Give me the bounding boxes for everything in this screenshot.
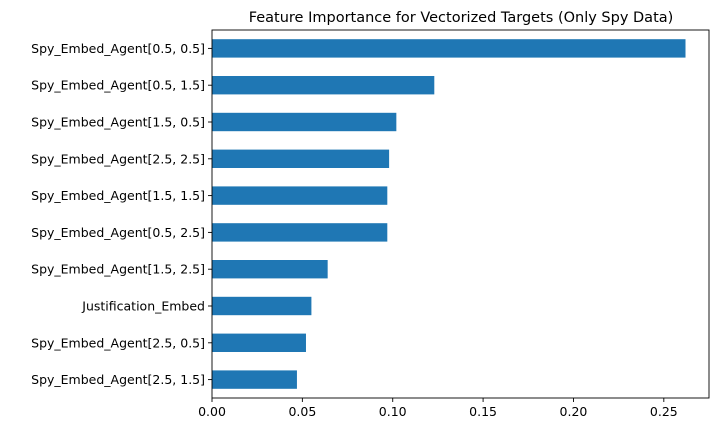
x-tick-label: 0.10: [379, 404, 407, 419]
plot-frame: [211, 29, 710, 399]
x-tick-label: 0.00: [198, 404, 226, 419]
y-tick-label: Spy_Embed_Agent[0.5, 1.5]: [31, 78, 205, 93]
chart-title: Feature Importance for Vectorized Target…: [249, 10, 674, 26]
x-tick-label: 0.15: [469, 404, 497, 419]
y-tick-label: Spy_Embed_Agent[1.5, 2.5]: [31, 262, 205, 277]
bar: [212, 333, 306, 352]
y-tick-label: Spy_Embed_Agent[0.5, 0.5]: [31, 41, 205, 56]
bar: [212, 296, 312, 316]
y-tick-label: Spy_Embed_Agent[1.5, 0.5]: [31, 115, 205, 130]
bar: [212, 260, 328, 279]
bar: [212, 186, 388, 205]
y-tick-label: Spy_Embed_Agent[1.5, 1.5]: [31, 188, 205, 203]
y-tick-label: Spy_Embed_Agent[0.5, 2.5]: [31, 225, 205, 240]
bar: [212, 76, 435, 95]
bar: [212, 223, 388, 242]
y-tick-label: Justification_Embed: [81, 299, 205, 314]
bar: [212, 149, 390, 168]
bar: [212, 112, 397, 132]
y-tick-label: Spy_Embed_Agent[2.5, 2.5]: [31, 151, 205, 166]
y-tick-labels: Spy_Embed_Agent[0.5, 0.5] Spy_Embed_Agent…: [31, 41, 212, 387]
y-tick-label: Spy_Embed_Agent[2.5, 1.5]: [31, 372, 205, 387]
bar: [212, 370, 297, 389]
bars-group: [212, 39, 686, 389]
y-tick-label: Spy_Embed_Agent[2.5, 0.5]: [31, 335, 205, 350]
x-tick-label: 0.05: [288, 404, 316, 419]
x-ticks: 0.00 0.05 0.10 0.15 0.20 0.25: [198, 398, 678, 419]
x-tick-label: 0.25: [650, 404, 678, 419]
bar: [212, 39, 686, 58]
x-tick-label: 0.20: [560, 404, 588, 419]
